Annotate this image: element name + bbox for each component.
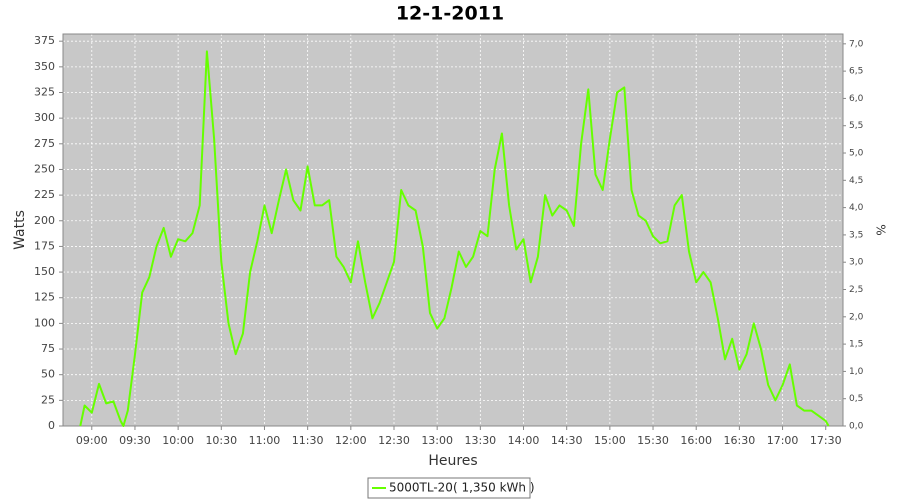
y2-tick-label: 4,0: [849, 203, 864, 213]
y2-axis-label: %: [874, 224, 888, 235]
x-axis-label: Heures: [428, 453, 477, 469]
y-tick-label: 175: [34, 239, 55, 252]
y2-tick-label: 0,0: [849, 422, 864, 432]
y2-tick-label: 4,5: [849, 176, 863, 186]
y-tick-label: 100: [34, 316, 55, 329]
x-tick-label: 09:00: [76, 434, 108, 447]
y-tick-label: 350: [34, 60, 55, 73]
x-tick-label: 14:00: [508, 434, 540, 447]
x-tick-label: 15:00: [594, 434, 626, 447]
x-tick-label: 11:00: [249, 434, 281, 447]
y-tick-label: 50: [41, 368, 55, 381]
legend-box: [367, 477, 531, 499]
y-tick-label: 375: [34, 34, 55, 47]
x-tick-label: 15:30: [637, 434, 669, 447]
chart-title: 12-1-2011: [396, 3, 504, 25]
y2-tick-label: 5,0: [849, 149, 864, 159]
y-tick-label: 75: [41, 342, 55, 355]
x-tick-label: 16:30: [724, 434, 756, 447]
x-tick-label: 14:30: [551, 434, 583, 447]
x-tick-label: 10:30: [205, 434, 237, 447]
x-tick-label: 09:30: [119, 434, 151, 447]
y2-tick-label: 2,0: [849, 312, 864, 322]
x-tick-label: 17:00: [767, 434, 799, 447]
y-tick-label: 0: [48, 419, 55, 432]
x-tick-label: 12:30: [378, 434, 410, 447]
y-tick-label: 225: [34, 188, 55, 201]
y-tick-label: 325: [34, 85, 55, 98]
y2-tick-label: 5,5: [849, 121, 863, 131]
y2-tick-label: 6,0: [849, 94, 864, 104]
x-tick-label: 10:00: [162, 434, 194, 447]
y2-tick-label: 3,5: [849, 230, 863, 240]
plot-border: [62, 33, 844, 427]
y2-tick-label: 3,0: [849, 258, 864, 268]
y2-tick-label: 7,0: [849, 39, 864, 49]
y-axis-label: Watts: [12, 210, 28, 250]
x-tick-label: 13:00: [421, 434, 453, 447]
y2-tick-label: 1,5: [849, 340, 863, 350]
y2-tick-label: 6,5: [849, 67, 863, 77]
y-tick-label: 200: [34, 214, 55, 227]
y-tick-label: 125: [34, 291, 55, 304]
y-tick-label: 275: [34, 137, 55, 150]
y-tick-label: 150: [34, 265, 55, 278]
x-tick-label: 16:00: [680, 434, 712, 447]
y-tick-label: 25: [41, 393, 55, 406]
y2-tick-label: 0,5: [849, 394, 863, 404]
x-tick-label: 17:30: [810, 434, 842, 447]
y-tick-label: 250: [34, 162, 55, 175]
x-tick-label: 12:00: [335, 434, 367, 447]
x-tick-label: 13:30: [464, 434, 496, 447]
y2-tick-label: 1,0: [849, 367, 864, 377]
legend-label: 5000TL-20( 1,350 kWh ): [389, 481, 535, 495]
y2-tick-label: 2,5: [849, 285, 863, 295]
y-tick-label: 300: [34, 111, 55, 124]
x-tick-label: 11:30: [292, 434, 324, 447]
series-line: [79, 50, 830, 427]
